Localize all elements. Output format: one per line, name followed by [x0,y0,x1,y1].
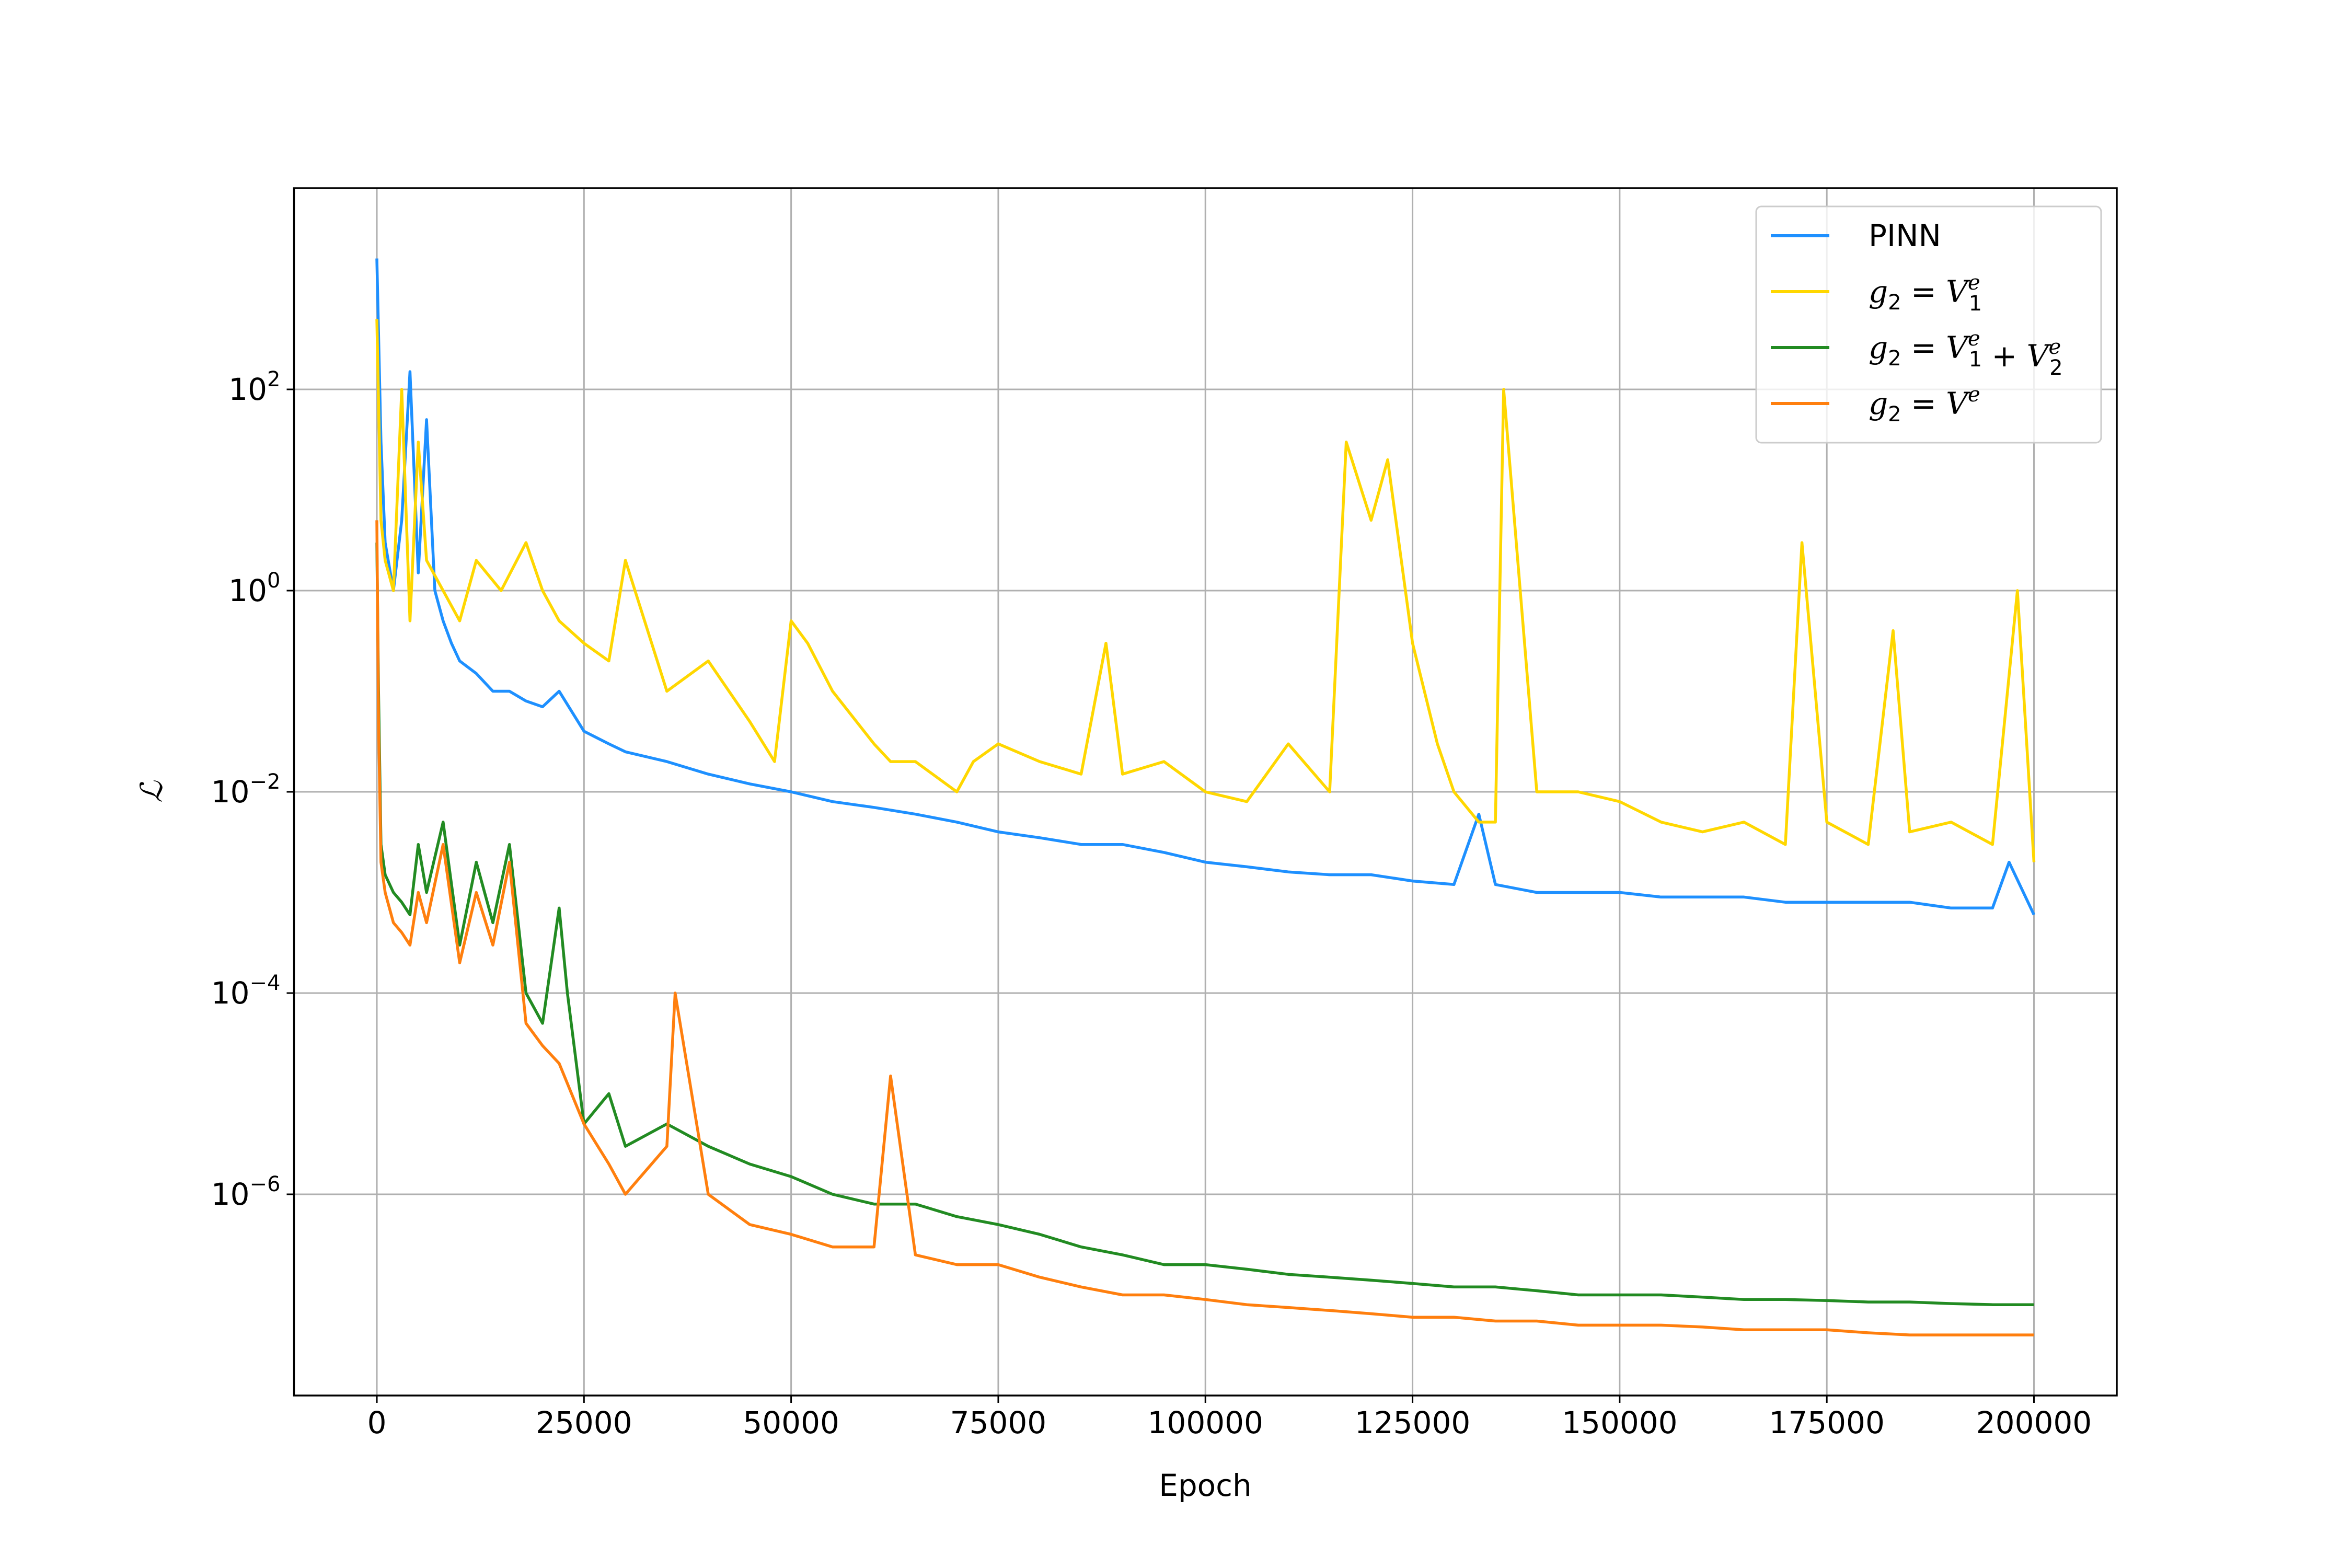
series-line [375,258,2035,916]
series-3 [375,543,2034,1306]
y-axis-title: ℒ [134,780,169,803]
x-tick-label: 0 [367,1405,387,1440]
legend-subscript: 1 [1969,348,1982,372]
legend-symbol: g [1869,274,1888,309]
x-tick-label: 125000 [1355,1405,1470,1440]
x-tick-label: 100000 [1148,1405,1263,1440]
legend-equals: = [1901,330,1946,365]
legend-label: g2 = Ve [1869,383,1980,426]
x-tick-label: 175000 [1769,1405,1884,1440]
legend-box [1755,205,2102,444]
legend-subscript: 2 [1888,291,1901,315]
series-layer [375,258,2036,1336]
legend-superscript: e [1968,271,1980,295]
series-4 [375,520,2034,1336]
legend-label: g2 = Ve 1 [1869,271,1982,316]
y-tick-base: 10 [211,774,250,810]
x-tick-label: 200000 [1976,1405,2092,1440]
legend-plus: + [1982,338,2026,374]
x-axis-title: Epoch [1159,1468,1252,1503]
legend-label: g2 = Ve 1 + Ve 2 [1869,327,2063,380]
y-tick-label: 10−2 [211,770,281,810]
legend-subscript: 2 [2049,356,2062,380]
y-tick-exponent: 2 [267,367,280,391]
y-tick-label: 102 [228,367,280,407]
y-tick-base: 10 [211,1177,250,1212]
series-line [375,319,2036,862]
legend-text: PINN [1869,218,1941,253]
series-1 [375,258,2035,916]
legend-symbol: g [1869,386,1888,421]
legend-subscript: 2 [1888,347,1901,371]
legend-superscript: e [1968,327,1980,351]
y-tick-base: 10 [228,573,267,608]
series-2 [375,319,2036,862]
y-tick-label: 100 [228,569,280,608]
legend-item: g2 = Ve 1 + Ve 2 [1771,327,2063,380]
y-tick-exponent: −2 [250,770,281,794]
x-tick-label: 50000 [743,1405,839,1440]
y-tick-exponent: −4 [250,971,281,995]
legend-item: g2 = Ve [1771,383,1980,426]
legend-label: PINN [1869,218,1941,253]
legend-equals: = [1901,386,1946,421]
y-tick-exponent: −6 [250,1172,281,1196]
y-tick-label: 10−6 [211,1172,281,1212]
y-tick-base: 10 [228,372,267,407]
x-tick-label: 150000 [1562,1405,1677,1440]
legend-term: V [1946,274,1970,309]
y-tick-exponent: 0 [267,569,280,593]
legend-subscript: 1 [1969,292,1982,316]
legend-term: V [2027,338,2051,374]
legend-equals: = [1901,274,1946,309]
legend-item: PINN [1771,218,1941,253]
legend-item: g2 = Ve 1 [1771,271,1982,316]
legend-term: V [1946,386,1970,421]
x-axis: 0 25000 50000 75000 100000 125000 150000 175000… [367,1396,2092,1440]
series-line [375,520,2034,1336]
legend-superscript: e [1968,383,1980,407]
x-tick-label: 75000 [950,1405,1047,1440]
legend-term: V [1946,330,1970,365]
y-tick-base: 10 [211,975,250,1011]
y-tick-label: 10−4 [211,971,281,1011]
series-line [375,543,2034,1306]
legend-superscript: e [2048,335,2061,359]
legend-symbol: g [1869,330,1888,365]
legend-subscript: 2 [1888,402,1901,426]
x-tick-label: 25000 [536,1405,632,1440]
